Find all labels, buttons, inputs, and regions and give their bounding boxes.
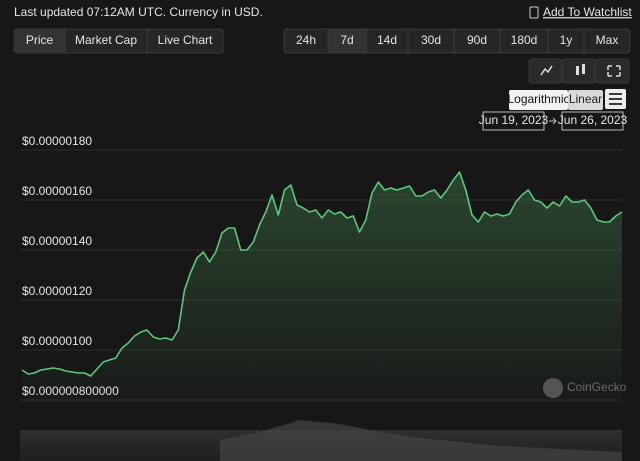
y-tick-label: $0.00000120 — [22, 284, 92, 298]
scale-toggle: Logarithmic Linear — [507, 89, 626, 110]
button[interactable] — [583, 28, 631, 54]
watchlist-text: Add To Watchlist — [543, 5, 632, 19]
candle-icon — [576, 66, 579, 75]
linear-button[interactable] — [568, 90, 603, 110]
line-icon — [540, 65, 553, 76]
button-label: 1y — [560, 33, 573, 47]
menu-icon — [609, 93, 622, 105]
date-to: Jun 26, 2023 — [558, 113, 628, 127]
button-label: 14d — [377, 33, 397, 47]
y-tick-label: $0.00000140 — [22, 234, 92, 248]
button[interactable] — [146, 28, 224, 54]
fullscreen-button[interactable] — [594, 58, 630, 84]
date-to-box[interactable] — [561, 111, 624, 131]
watermark: CoinGecko — [543, 378, 627, 398]
button-label: Live Chart — [158, 33, 213, 47]
date-from: Jun 19, 2023 — [479, 113, 549, 127]
log-button[interactable] — [509, 90, 568, 110]
bookmark-icon — [529, 6, 539, 19]
button-label: 7d — [340, 33, 353, 47]
button-label: 90d — [467, 33, 487, 47]
updated-text: Last updated 07:12AM UTC. Currency in US… — [14, 5, 263, 19]
watermark-logo — [543, 378, 563, 398]
watermark-text: CoinGecko — [567, 380, 627, 394]
button[interactable] — [14, 29, 65, 53]
button-label: 24h — [296, 33, 316, 47]
price-area — [22, 172, 622, 405]
volume-area — [20, 420, 622, 461]
tabs-group: Price Market Cap Live Chart — [13, 28, 224, 54]
button-label: Price — [26, 33, 54, 47]
y-tick-label: $0.00000100 — [22, 334, 92, 348]
watchlist-link[interactable]: Add To Watchlist — [529, 5, 632, 19]
date-from-box[interactable] — [482, 111, 545, 131]
line-chart-button[interactable] — [528, 58, 563, 84]
candle-icon — [582, 64, 585, 74]
button-label: Max — [596, 33, 619, 47]
button-label: Market Cap — [75, 33, 137, 47]
volume-band — [220, 420, 622, 461]
arrow-icon — [549, 117, 557, 125]
date-range: Jun 19, 2023 Jun 26, 2023 — [479, 111, 628, 131]
y-tick-label: $0.00000180 — [22, 134, 92, 148]
button-label: 30d — [421, 33, 441, 47]
log-label: Logarithmic — [507, 92, 569, 106]
button-label: 180d — [511, 33, 538, 47]
fullscreen-icon — [607, 65, 621, 77]
price-line — [21, 171, 623, 377]
chart-type-buttons — [528, 58, 630, 84]
y-tick-label: $0.00000160 — [22, 184, 92, 198]
ranges-group: 24h 7d 14d 30d 90d 180d 1y Max — [283, 28, 631, 54]
linear-label: Linear — [569, 92, 602, 106]
